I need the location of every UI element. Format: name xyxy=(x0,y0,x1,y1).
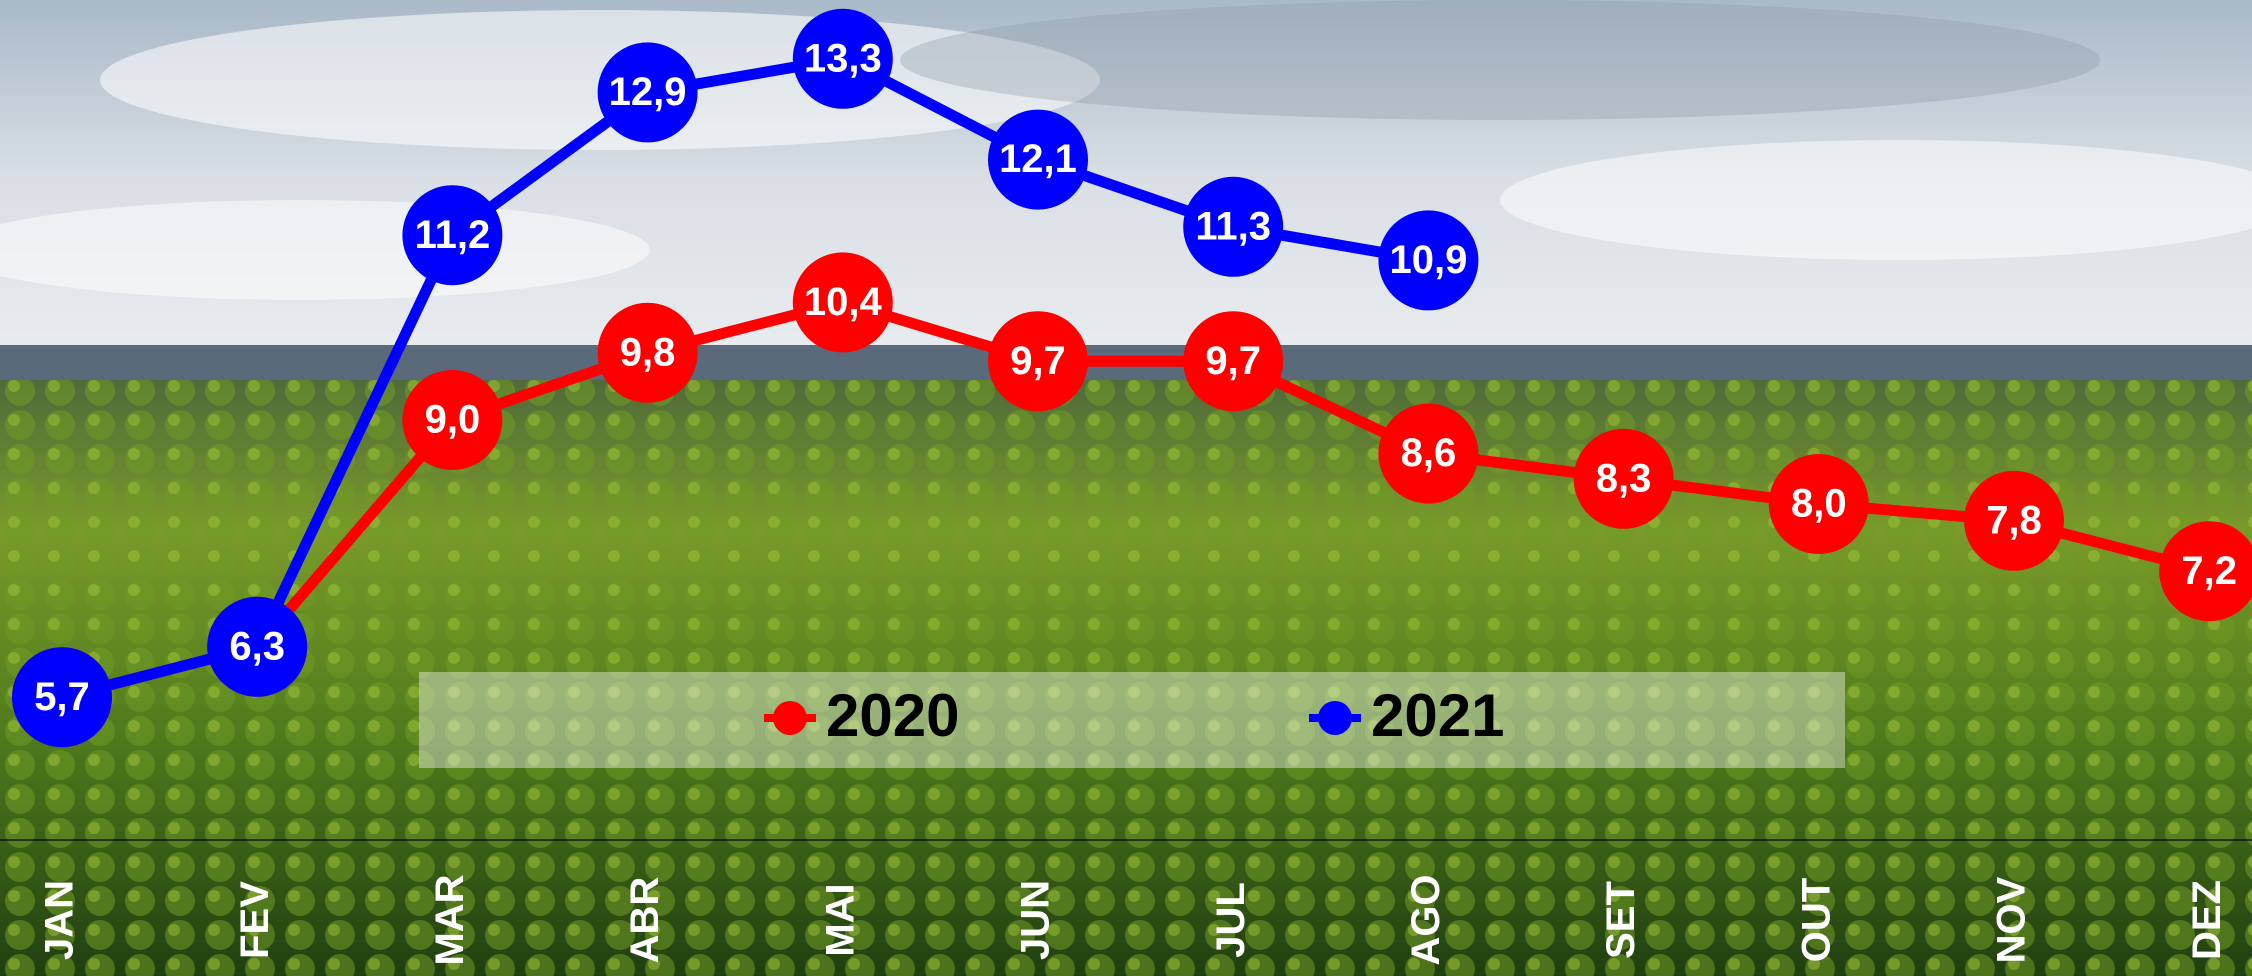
x-tick-label: NOV xyxy=(1990,876,2034,963)
legend-marker xyxy=(773,701,807,735)
data-label: 7,8 xyxy=(1986,498,2042,542)
x-tick-label: MAR xyxy=(428,874,472,965)
legend-label: 2021 xyxy=(1371,682,1504,749)
data-label: 10,9 xyxy=(1389,238,1467,282)
data-label: 8,6 xyxy=(1401,431,1457,475)
x-tick-label: FEV xyxy=(233,881,277,959)
data-label: 9,0 xyxy=(425,398,481,442)
x-tick-label: ABR xyxy=(623,877,667,964)
legend-marker xyxy=(1318,701,1352,735)
data-point xyxy=(1964,470,2064,571)
data-label: 12,9 xyxy=(609,70,687,114)
data-label: 6,3 xyxy=(229,624,285,668)
data-label: 12,1 xyxy=(999,137,1077,181)
data-point xyxy=(597,42,698,143)
data-label: 8,0 xyxy=(1791,482,1847,526)
cloud xyxy=(900,0,2100,120)
data-point xyxy=(2159,521,2252,622)
x-tick-label: JAN xyxy=(38,880,82,960)
data-point xyxy=(1768,454,1869,554)
data-point xyxy=(792,252,893,353)
forest-texture xyxy=(0,380,2252,976)
legend-box xyxy=(419,672,1845,768)
data-point xyxy=(792,8,893,109)
x-tick-label: SET xyxy=(1599,881,1643,959)
plot: JAN FEV MAR ABR MAI JUN JUL AGO SET OUT NOV DEZ 5,7 6… xyxy=(12,8,2252,966)
data-label: 11,2 xyxy=(415,213,491,257)
data-label: 5,7 xyxy=(34,675,90,719)
data-point xyxy=(1573,428,1674,529)
data-label: 11,3 xyxy=(1195,204,1271,248)
data-label: 9,8 xyxy=(620,330,676,374)
data-point xyxy=(1378,210,1479,311)
x-tick-label: DEZ xyxy=(2185,880,2229,960)
data-point xyxy=(402,370,503,470)
x-tick-label: JUL xyxy=(1209,882,1253,958)
data-point xyxy=(402,185,503,286)
data-point xyxy=(1183,176,1284,277)
data-label: 9,7 xyxy=(1010,339,1066,383)
data-point xyxy=(207,596,308,697)
data-label: 7,2 xyxy=(2181,549,2237,593)
data-point xyxy=(597,302,698,403)
data-label: 9,7 xyxy=(1205,339,1261,383)
x-tick-label: JUN xyxy=(1014,880,1058,960)
data-point xyxy=(1183,311,1284,412)
cloud xyxy=(1500,140,2252,260)
x-tick-label: MAI xyxy=(818,883,862,956)
data-label: 8,3 xyxy=(1596,456,1652,500)
data-label: 10,4 xyxy=(804,280,883,324)
x-tick-label: AGO xyxy=(1404,874,1448,965)
x-tick-label: OUT xyxy=(1794,878,1838,962)
data-point xyxy=(988,109,1088,210)
data-point xyxy=(12,647,112,748)
data-point xyxy=(1378,403,1479,504)
data-point xyxy=(988,311,1088,412)
legend-label: 2020 xyxy=(826,682,959,749)
data-label: 13,3 xyxy=(804,36,882,80)
